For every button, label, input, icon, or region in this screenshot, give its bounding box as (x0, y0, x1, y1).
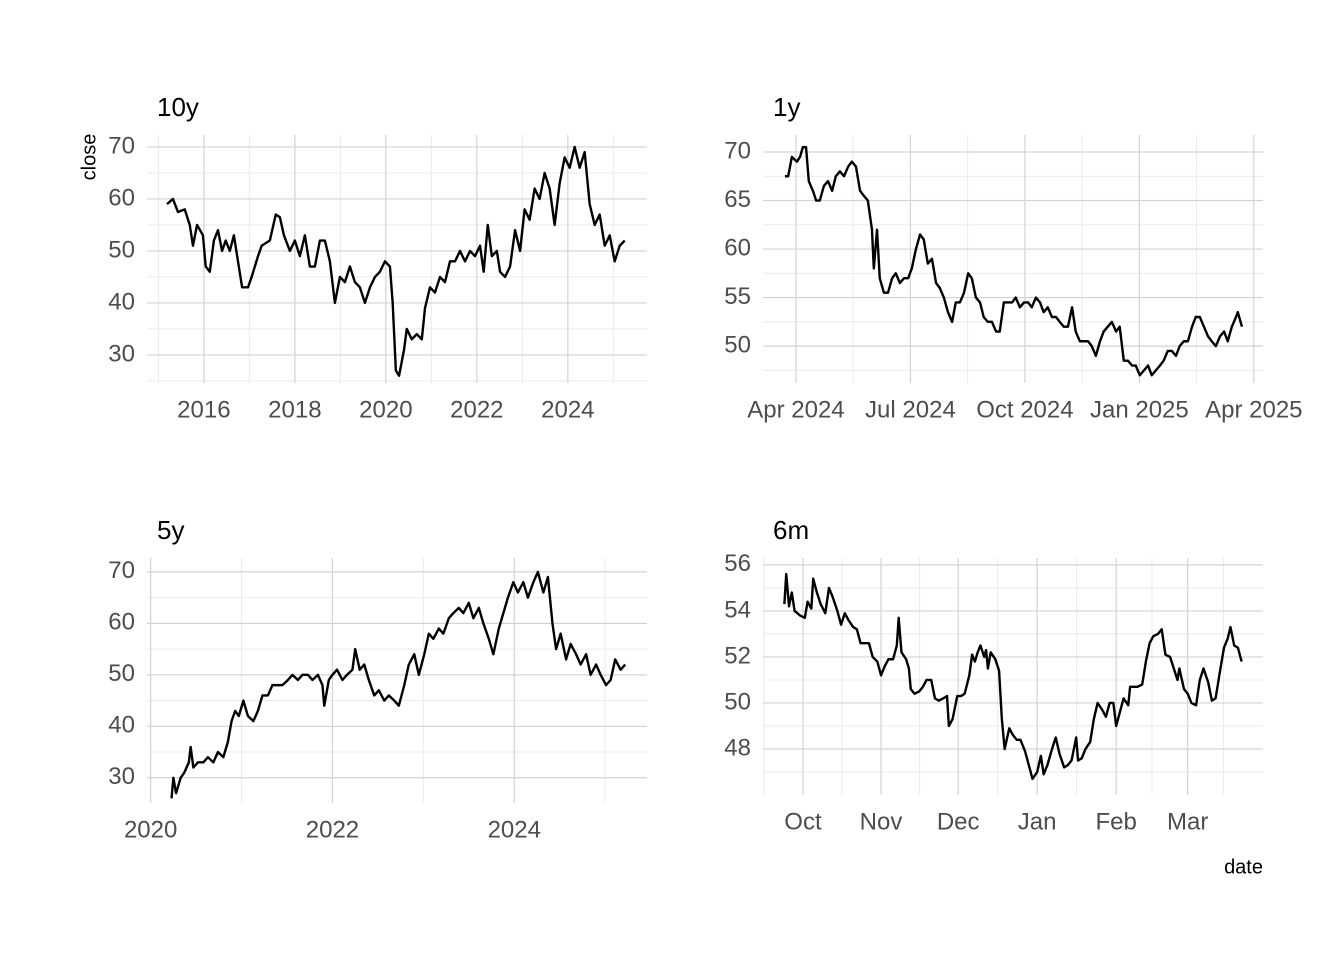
x-tick-label: Jan (1018, 808, 1057, 835)
price-line (166, 145, 626, 377)
y-axis-label: close (78, 134, 100, 181)
y-tick-label: 55 (724, 283, 751, 310)
y-tick-label: 50 (724, 331, 751, 358)
y-tick-label: 54 (724, 596, 751, 623)
y-tick-label: 52 (724, 642, 751, 669)
y-tick-label: 70 (108, 132, 135, 159)
x-tick-label: Jul 2024 (865, 396, 956, 423)
y-tick-label: 56 (724, 550, 751, 577)
y-tick-label: 40 (108, 288, 135, 315)
x-axis-label: date (1224, 856, 1263, 878)
y-tick-label: 60 (108, 184, 135, 211)
price-line (784, 145, 1244, 377)
y-tick-label: 30 (108, 763, 135, 790)
y-tick-label: 50 (108, 660, 135, 687)
x-tick-label: Oct (784, 808, 822, 835)
panel-title: 10y (157, 92, 199, 122)
price-line (783, 572, 1243, 781)
x-tick-label: Oct 2024 (976, 396, 1073, 423)
y-tick-label: 60 (108, 609, 135, 636)
y-tick-label: 50 (724, 688, 751, 715)
x-tick-label: Feb (1095, 808, 1136, 835)
x-tick-label: 2024 (488, 816, 541, 843)
y-tick-label: 60 (724, 234, 751, 261)
x-tick-label: 2016 (177, 396, 230, 423)
panel-title: 6m (773, 515, 809, 545)
x-tick-label: 2018 (268, 396, 321, 423)
y-tick-label: 70 (108, 557, 135, 584)
y-tick-label: 30 (108, 340, 135, 367)
x-tick-label: 2022 (450, 396, 503, 423)
x-tick-label: 2020 (359, 396, 412, 423)
x-tick-label: 2020 (124, 816, 177, 843)
x-tick-label: Apr 2024 (747, 396, 844, 423)
x-tick-label: Jan 2025 (1090, 396, 1189, 423)
y-tick-label: 70 (724, 137, 751, 164)
y-tick-label: 65 (724, 186, 751, 213)
panel-title: 1y (773, 92, 800, 122)
price-line (170, 570, 627, 799)
x-tick-label: Nov (860, 808, 903, 835)
y-tick-label: 48 (724, 734, 751, 761)
x-tick-label: 2022 (306, 816, 359, 843)
x-tick-label: Apr 2025 (1205, 396, 1302, 423)
x-tick-label: Dec (937, 808, 980, 835)
x-tick-label: 2024 (541, 396, 594, 423)
y-tick-label: 50 (108, 236, 135, 263)
y-tick-label: 40 (108, 712, 135, 739)
panel-title: 5y (157, 515, 184, 545)
x-tick-label: Mar (1167, 808, 1208, 835)
